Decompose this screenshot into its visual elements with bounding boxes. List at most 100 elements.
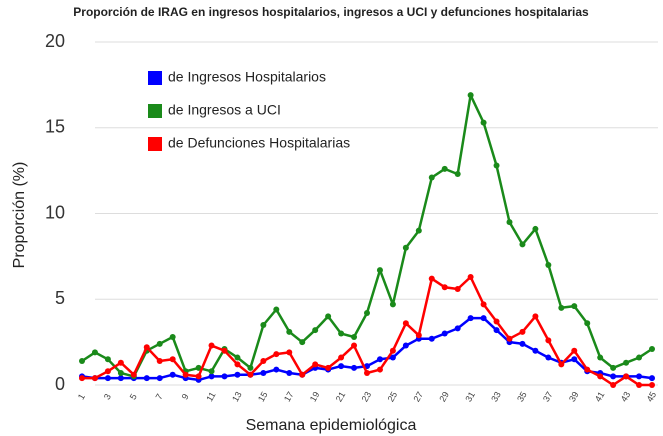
data-point bbox=[286, 349, 293, 356]
data-point bbox=[610, 364, 617, 371]
data-point bbox=[143, 344, 150, 351]
data-point bbox=[545, 354, 552, 361]
data-point bbox=[389, 354, 396, 361]
data-point bbox=[273, 351, 280, 358]
data-point bbox=[493, 162, 500, 169]
legend-swatch bbox=[148, 71, 162, 85]
data-point bbox=[597, 354, 604, 361]
data-point bbox=[402, 342, 409, 349]
x-tick-label: 45 bbox=[645, 390, 659, 404]
data-point bbox=[402, 244, 409, 251]
data-point bbox=[117, 369, 124, 376]
data-point bbox=[389, 347, 396, 354]
data-point bbox=[636, 354, 643, 361]
data-point bbox=[376, 366, 383, 373]
x-tick-label: 41 bbox=[593, 390, 607, 404]
data-point bbox=[571, 356, 578, 363]
data-point bbox=[325, 313, 332, 320]
data-point bbox=[79, 357, 85, 364]
data-point bbox=[532, 347, 539, 354]
data-point bbox=[182, 371, 189, 378]
data-point bbox=[467, 273, 474, 280]
x-tick-label: 19 bbox=[308, 390, 322, 404]
x-tick-label: 13 bbox=[230, 390, 244, 404]
data-point bbox=[636, 382, 643, 388]
data-point bbox=[441, 284, 448, 291]
data-point bbox=[364, 369, 370, 376]
x-tick-label: 27 bbox=[411, 390, 425, 404]
data-point bbox=[506, 219, 513, 226]
x-tick-label: 11 bbox=[204, 390, 217, 403]
data-point bbox=[351, 364, 358, 371]
data-point bbox=[389, 301, 396, 308]
y-tick-label: 15 bbox=[45, 117, 65, 137]
data-point bbox=[428, 174, 435, 181]
x-tick-label: 9 bbox=[180, 392, 191, 401]
data-point bbox=[480, 315, 487, 322]
data-point bbox=[480, 119, 487, 126]
x-axis-label: Semana epidemiológica bbox=[246, 417, 417, 434]
data-point bbox=[299, 339, 306, 346]
data-point bbox=[156, 357, 163, 364]
data-point bbox=[130, 371, 137, 378]
x-tick-label: 33 bbox=[489, 390, 503, 404]
data-point bbox=[195, 373, 202, 380]
data-point bbox=[156, 375, 163, 382]
data-point bbox=[519, 241, 526, 248]
data-point bbox=[558, 304, 565, 311]
x-tick-label: 23 bbox=[360, 390, 374, 404]
data-point bbox=[610, 373, 617, 380]
data-point bbox=[156, 340, 163, 347]
data-point bbox=[117, 359, 124, 366]
data-point bbox=[454, 325, 461, 332]
data-point bbox=[571, 347, 578, 354]
x-tick-label: 37 bbox=[541, 390, 555, 404]
x-tick-label: 29 bbox=[437, 390, 451, 404]
data-point bbox=[480, 301, 487, 308]
data-point bbox=[325, 364, 332, 371]
x-tick-label: 3 bbox=[102, 392, 113, 401]
data-point bbox=[545, 261, 552, 268]
legend-swatch bbox=[148, 137, 162, 151]
x-tick-label: 25 bbox=[386, 390, 400, 404]
data-point bbox=[571, 303, 578, 310]
data-point bbox=[143, 375, 150, 382]
data-point bbox=[273, 306, 280, 313]
data-point bbox=[221, 347, 228, 354]
x-tick-label: 39 bbox=[567, 390, 581, 404]
data-point bbox=[467, 315, 474, 322]
data-point bbox=[351, 342, 358, 349]
data-point bbox=[610, 382, 617, 388]
data-point bbox=[247, 364, 254, 371]
data-point bbox=[208, 368, 215, 375]
data-point bbox=[312, 327, 319, 334]
data-point bbox=[286, 369, 293, 376]
x-tick-label: 5 bbox=[128, 392, 139, 401]
data-point bbox=[273, 366, 280, 373]
data-point bbox=[104, 356, 111, 363]
data-point bbox=[532, 225, 539, 232]
data-point bbox=[454, 171, 461, 178]
data-point bbox=[649, 345, 655, 352]
data-point bbox=[493, 327, 500, 334]
data-point bbox=[532, 313, 539, 320]
y-tick-label: 10 bbox=[45, 202, 65, 222]
data-point bbox=[117, 375, 124, 382]
data-point bbox=[351, 333, 358, 340]
legend-swatch bbox=[148, 104, 162, 118]
data-point bbox=[208, 373, 215, 380]
data-point bbox=[649, 382, 655, 388]
data-point bbox=[441, 330, 448, 337]
legend-label: de Defunciones Hospitalarias bbox=[168, 135, 350, 151]
data-point bbox=[169, 356, 176, 363]
data-point bbox=[260, 321, 267, 328]
data-point bbox=[519, 340, 526, 347]
data-point bbox=[299, 371, 306, 378]
data-point bbox=[221, 373, 228, 380]
data-point bbox=[584, 320, 591, 327]
data-point bbox=[104, 375, 111, 382]
data-point bbox=[234, 371, 241, 378]
data-point bbox=[376, 356, 383, 363]
data-point bbox=[636, 373, 643, 380]
